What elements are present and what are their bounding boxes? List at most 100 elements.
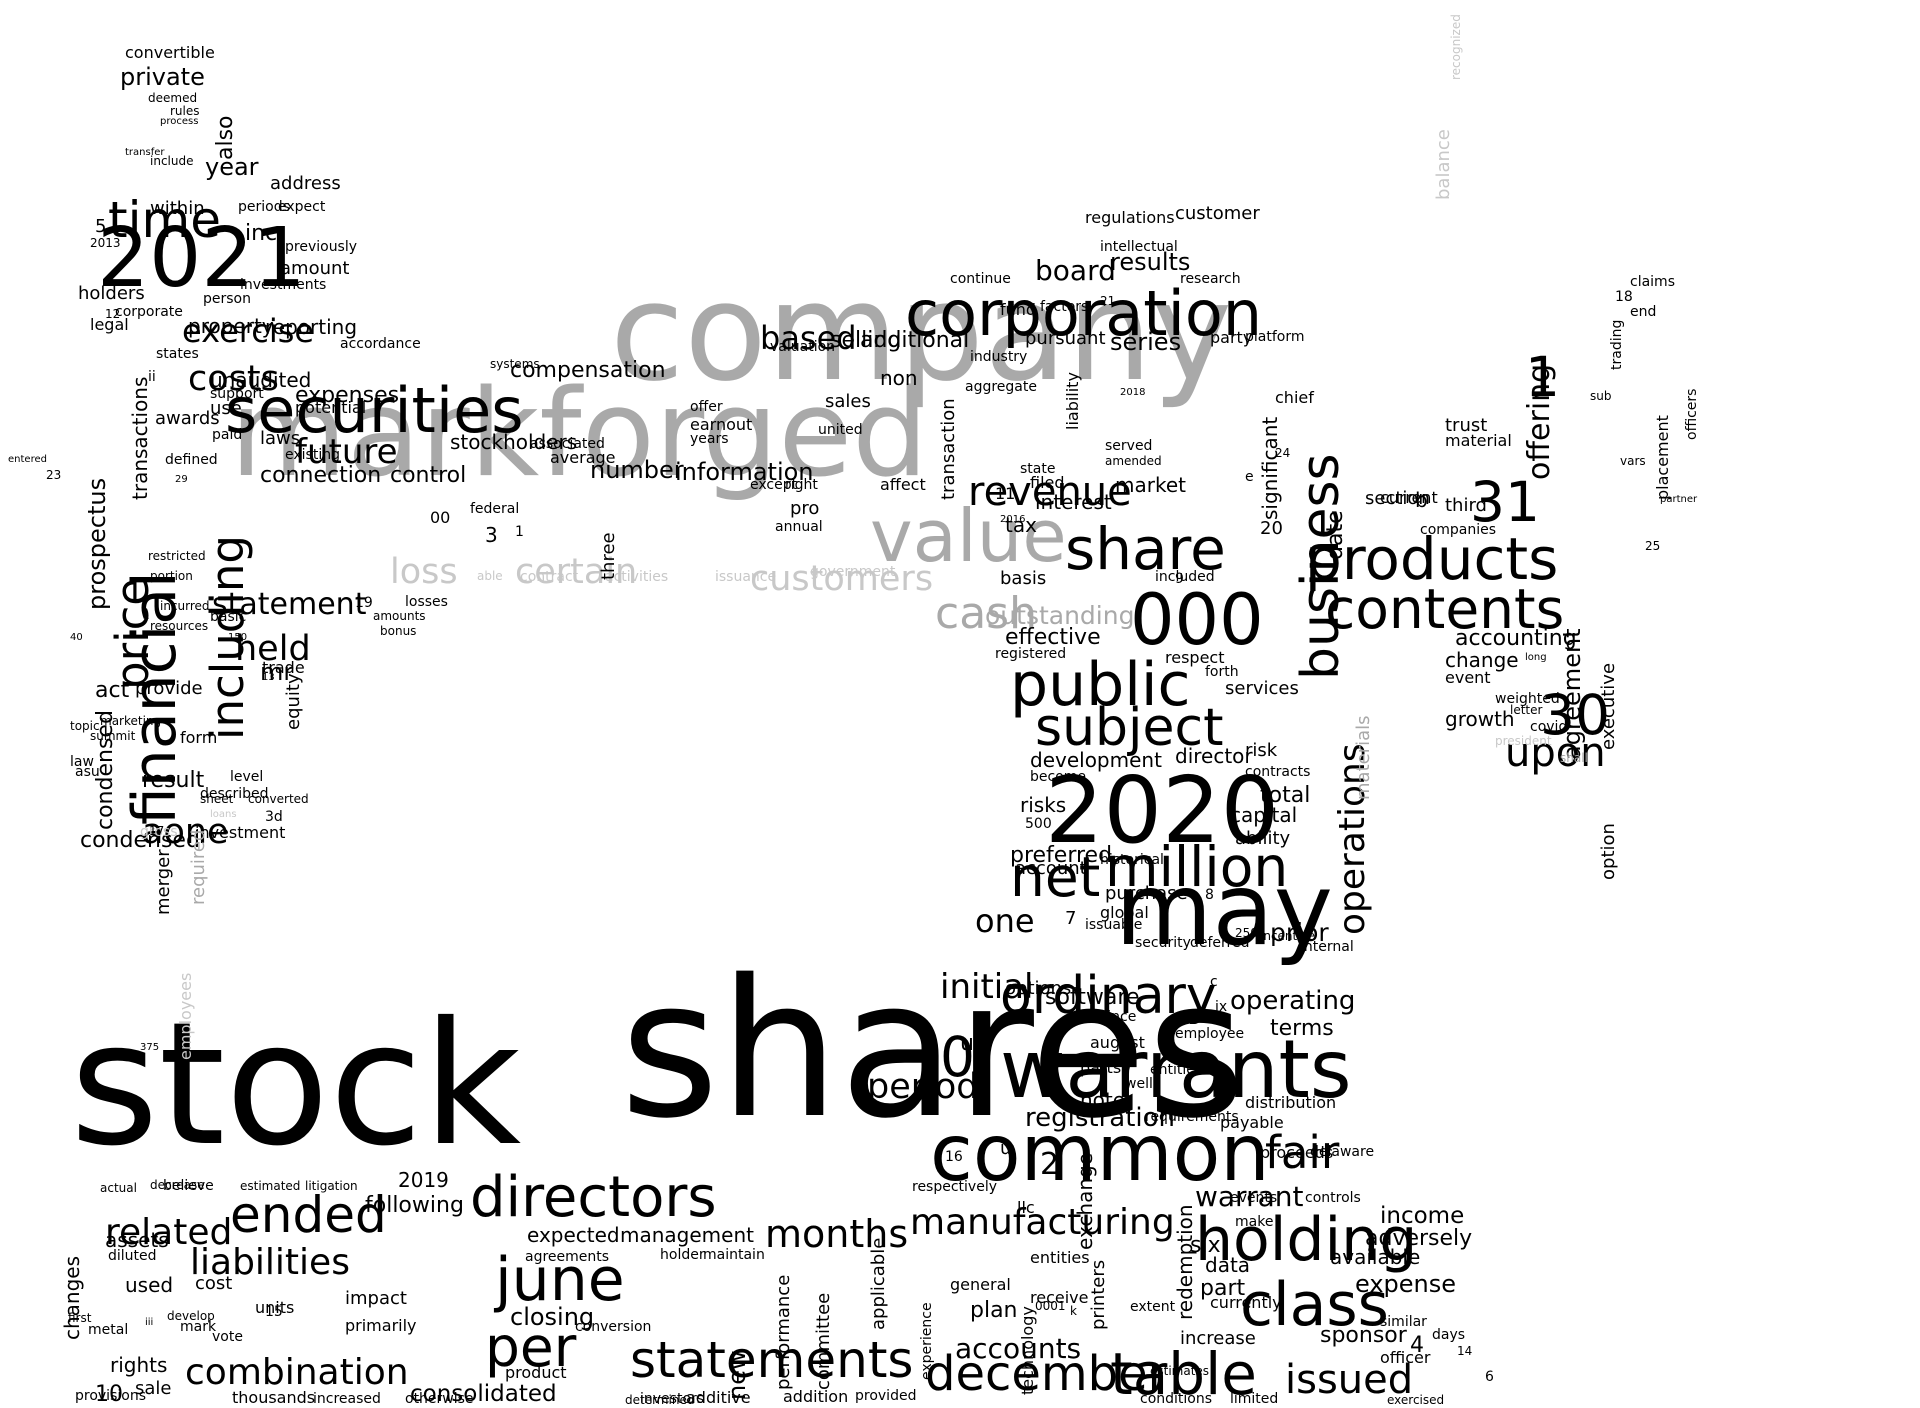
cloud-word: net <box>1010 845 1101 909</box>
cloud-word: potential <box>295 398 367 417</box>
cloud-word: placement <box>1653 415 1672 500</box>
cloud-word: increase <box>1180 1328 1256 1349</box>
cloud-word: loss <box>390 552 458 592</box>
cloud-word: address <box>270 173 341 194</box>
cloud-word: long <box>1525 652 1547 663</box>
cloud-word: market <box>1115 473 1186 497</box>
cloud-word: held <box>235 629 311 669</box>
cloud-word: losses <box>405 594 448 610</box>
cloud-word: exercised <box>1387 1393 1445 1407</box>
cloud-word: account <box>1015 858 1087 879</box>
cloud-word: 40 <box>70 632 83 643</box>
cloud-word: purchase <box>1105 883 1188 904</box>
cloud-word: receive <box>1030 1288 1089 1307</box>
cloud-word: stock <box>70 986 522 1184</box>
cloud-word: loans <box>210 809 237 820</box>
cloud-word: risks <box>1020 793 1067 817</box>
cloud-word: effective <box>1005 625 1101 650</box>
cloud-word: share <box>1065 515 1226 583</box>
cloud-word: corporation <box>905 277 1263 350</box>
cloud-word: income <box>1380 1203 1465 1229</box>
cloud-word: value <box>870 494 1067 578</box>
cloud-word: securities <box>225 374 524 447</box>
cloud-word: agreements <box>525 1249 610 1265</box>
cloud-word: 2021 <box>97 211 306 306</box>
cloud-word: ordinary <box>1000 966 1217 1026</box>
cloud-word: control <box>390 463 467 488</box>
cloud-word: respectively <box>912 1179 998 1195</box>
cloud-word: equity <box>283 673 304 730</box>
cloud-word: 9 <box>1175 571 1184 587</box>
cloud-word: prior <box>1270 918 1329 947</box>
cloud-word: internal <box>1300 939 1354 955</box>
cloud-word: section <box>1365 488 1430 509</box>
cloud-word: regulations <box>1085 208 1175 227</box>
cloud-word: shares <box>620 939 1246 1160</box>
cloud-word: decrease <box>150 1178 205 1192</box>
cloud-word: expect <box>278 199 326 215</box>
cloud-word: 29 <box>175 474 188 485</box>
cloud-word: research <box>1180 271 1241 287</box>
cloud-word: companies <box>1420 522 1497 538</box>
cloud-word: 4 <box>1410 1333 1424 1358</box>
cloud-word: may <box>1115 851 1333 968</box>
cloud-word: significant <box>1258 416 1282 520</box>
cloud-word: revenue <box>968 469 1132 515</box>
cloud-word: paid <box>212 427 243 443</box>
cloud-word: parts <box>1080 1058 1122 1077</box>
cloud-word: vars <box>1620 454 1646 468</box>
cloud-word: adversely <box>1365 1226 1473 1251</box>
cloud-word: covid <box>1530 719 1568 735</box>
cloud-word: similar <box>1380 1314 1427 1330</box>
cloud-word: basis <box>1000 568 1047 589</box>
cloud-word: per <box>485 1315 577 1379</box>
cloud-word: fund <box>1000 300 1037 319</box>
cloud-word: make <box>1235 1214 1274 1230</box>
cloud-word: available <box>1330 1245 1421 1269</box>
cloud-word: distribution <box>1245 1093 1337 1112</box>
cloud-word: cash <box>935 588 1037 639</box>
cloud-word: activities <box>605 569 669 585</box>
cloud-word: third <box>1445 495 1487 516</box>
cloud-word: deemed <box>148 91 198 105</box>
cloud-word: filed <box>1030 473 1065 492</box>
cloud-word: compensation <box>510 358 666 383</box>
cloud-word: condensed <box>80 828 200 853</box>
cloud-word: ability <box>1235 828 1291 849</box>
cloud-word: sheet <box>200 792 234 806</box>
cloud-word: average <box>550 448 616 467</box>
cloud-word: letter <box>1510 703 1543 717</box>
cloud-word: management <box>620 1223 754 1247</box>
cloud-word: executive <box>1598 662 1619 750</box>
cloud-word: metal <box>88 1322 129 1338</box>
cloud-word: fair <box>1265 1126 1340 1179</box>
cloud-word: 2019 <box>398 1168 449 1192</box>
cloud-word: issuable <box>1085 917 1143 933</box>
cloud-word: contract <box>520 569 579 585</box>
cloud-word: terms <box>1270 1016 1334 1041</box>
cloud-word: well <box>1125 1076 1153 1092</box>
cloud-word: based <box>760 319 857 357</box>
cloud-word: legal <box>90 315 129 334</box>
cloud-word: non <box>880 366 918 390</box>
cloud-word: services <box>1225 678 1299 699</box>
cloud-word: include <box>150 154 194 168</box>
cloud-word: states <box>156 346 199 362</box>
cloud-word: table <box>1110 1340 1257 1408</box>
cloud-word: existing <box>285 447 340 463</box>
cloud-word: form <box>180 728 218 747</box>
cloud-word: one <box>975 902 1035 940</box>
cloud-word: diluted <box>108 1248 157 1264</box>
cloud-word: reporting <box>265 315 358 339</box>
cloud-word: products <box>1305 525 1559 593</box>
cloud-word: holding <box>1195 1205 1418 1275</box>
cloud-word: upon <box>1505 730 1606 776</box>
cloud-word: number <box>590 456 684 484</box>
cloud-word: 2018 <box>1120 387 1146 398</box>
cloud-word: 19 <box>355 595 373 611</box>
cloud-word: forth <box>1205 664 1239 680</box>
cloud-word: entities <box>1030 1248 1090 1267</box>
cloud-word: 10 <box>95 1382 123 1407</box>
cloud-word: sponsor <box>1320 1323 1407 1348</box>
cloud-word: act <box>95 678 130 703</box>
